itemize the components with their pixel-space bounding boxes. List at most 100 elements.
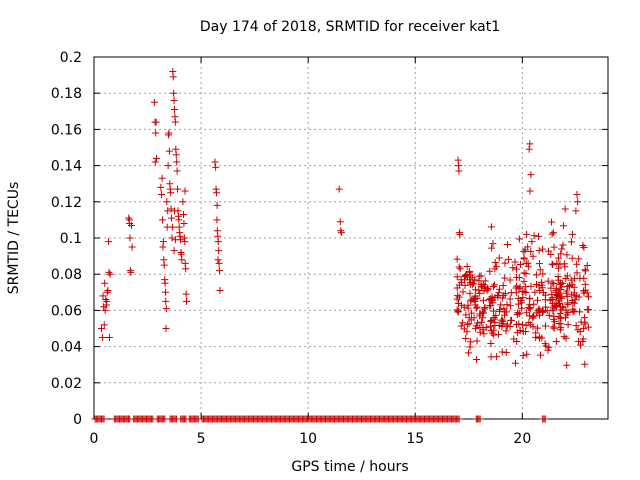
data-point xyxy=(459,319,467,327)
data-point xyxy=(456,230,464,238)
data-point xyxy=(165,147,173,155)
data-point xyxy=(581,318,589,326)
data-point xyxy=(182,290,190,298)
data-point xyxy=(553,259,561,267)
data-point xyxy=(100,321,108,329)
data-point xyxy=(464,349,472,357)
data-point xyxy=(539,307,547,315)
data-point xyxy=(466,289,474,297)
data-point xyxy=(468,309,476,317)
data-point xyxy=(535,305,543,313)
data-point xyxy=(491,294,499,302)
data-point xyxy=(214,256,222,264)
data-point xyxy=(474,319,482,327)
data-point xyxy=(473,337,481,345)
data-point xyxy=(507,316,515,324)
data-point xyxy=(547,284,555,292)
data-point xyxy=(159,216,167,224)
data-point xyxy=(484,285,492,293)
data-point xyxy=(216,267,224,275)
data-point xyxy=(99,334,107,342)
data-point xyxy=(160,261,168,269)
data-point xyxy=(562,274,570,282)
data-point xyxy=(157,183,165,191)
data-point xyxy=(158,174,166,182)
data-point xyxy=(157,191,165,199)
data-point xyxy=(557,314,565,322)
data-point xyxy=(170,96,178,104)
data-point xyxy=(478,318,486,326)
data-point xyxy=(512,265,520,273)
data-point xyxy=(573,269,581,277)
data-point xyxy=(335,185,343,193)
data-point xyxy=(501,259,509,267)
data-point xyxy=(171,118,179,126)
data-point xyxy=(164,162,172,170)
y-tick-label: 0.1 xyxy=(60,231,82,247)
data-point xyxy=(520,255,528,263)
data-point xyxy=(521,246,529,254)
data-point xyxy=(561,205,569,213)
data-point xyxy=(549,229,557,237)
data-point xyxy=(455,415,463,423)
data-point xyxy=(214,238,222,246)
data-point xyxy=(584,293,592,301)
data-point xyxy=(169,73,177,81)
data-point xyxy=(488,244,496,252)
data-point xyxy=(561,314,569,322)
data-point xyxy=(530,232,538,240)
data-point xyxy=(515,310,523,318)
data-point xyxy=(536,351,544,359)
data-point xyxy=(559,280,567,288)
data-point xyxy=(211,158,219,166)
data-point xyxy=(126,220,134,228)
y-tick-label: 0.12 xyxy=(51,195,82,211)
data-point xyxy=(494,293,502,301)
data-point xyxy=(179,198,187,206)
data-point xyxy=(459,288,467,296)
data-point xyxy=(153,154,161,162)
data-point xyxy=(572,292,580,300)
data-point xyxy=(558,245,566,253)
data-point xyxy=(465,320,473,328)
data-point xyxy=(576,341,584,349)
data-point xyxy=(526,295,534,303)
data-point xyxy=(467,338,475,346)
data-point xyxy=(168,223,176,231)
data-point xyxy=(105,334,113,342)
data-point xyxy=(520,277,528,285)
data-point xyxy=(573,191,581,199)
data-point xyxy=(575,255,583,263)
data-point xyxy=(152,118,160,126)
data-point xyxy=(584,323,592,331)
data-point xyxy=(181,187,189,195)
data-point xyxy=(526,305,534,313)
data-point xyxy=(555,313,563,321)
data-point xyxy=(465,268,473,276)
data-point xyxy=(453,273,461,281)
data-point xyxy=(552,338,560,346)
data-point xyxy=(170,89,178,97)
data-point xyxy=(161,279,169,287)
data-point xyxy=(581,266,589,274)
data-point xyxy=(463,320,471,328)
data-points xyxy=(91,67,593,423)
data-point xyxy=(172,151,180,159)
data-point xyxy=(453,295,461,303)
data-point xyxy=(504,255,512,263)
data-point xyxy=(181,238,189,246)
data-point xyxy=(126,234,134,242)
data-point xyxy=(100,415,108,423)
data-point xyxy=(502,349,510,357)
data-point xyxy=(487,327,495,335)
data-point xyxy=(499,318,507,326)
data-point xyxy=(504,241,512,249)
data-point xyxy=(552,288,560,296)
y-tick-label: 0.14 xyxy=(51,159,82,175)
data-point xyxy=(486,302,494,310)
data-point xyxy=(532,333,540,341)
data-point xyxy=(468,274,476,282)
data-point xyxy=(579,242,587,250)
data-point xyxy=(556,326,564,334)
